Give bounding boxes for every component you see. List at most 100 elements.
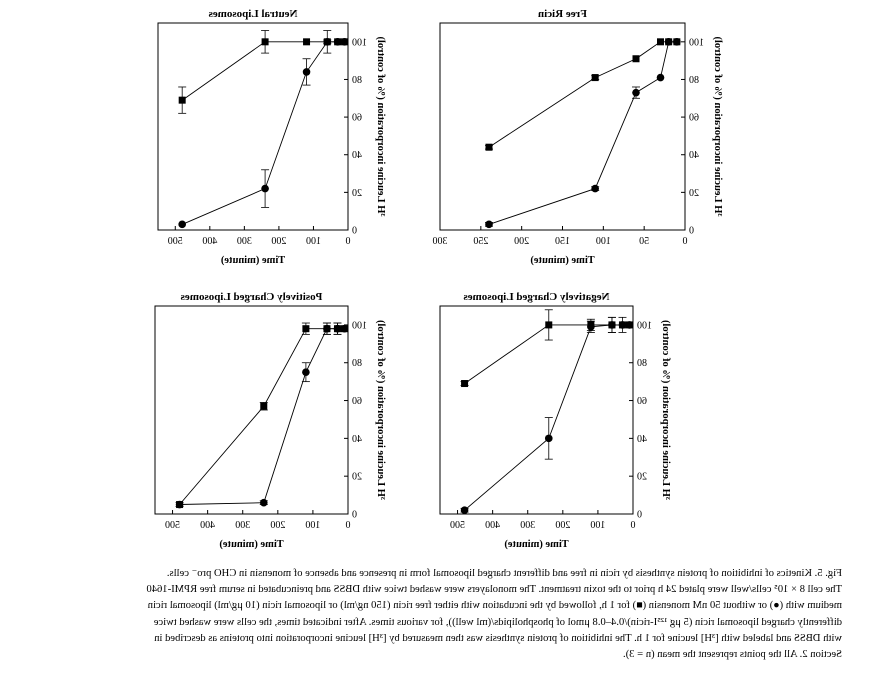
circle-point [591, 184, 599, 193]
circle-point [302, 368, 310, 376]
x-tick-label: 100 [596, 236, 611, 247]
x-axis-label: Time (minute) [530, 255, 595, 266]
circle-point [178, 220, 186, 229]
series-line [464, 324, 630, 384]
x-tick-label: 300 [235, 520, 250, 531]
caption-line: Fig. 5. Kinetics of inhibition of protei… [166, 568, 842, 579]
square-point [261, 38, 269, 46]
x-tick-label: 100 [306, 236, 321, 247]
circle-point [664, 38, 673, 46]
chart-title: Neutral Liposomes [208, 8, 298, 20]
y-tick-label: 20 [352, 472, 362, 483]
square-point [591, 74, 599, 82]
x-axis-label: Time (minute) [504, 539, 569, 550]
figure-caption: Fig. 5. Kinetics of inhibition of protei… [22, 566, 842, 663]
circle-point [340, 38, 349, 46]
x-tick-label: 200 [555, 520, 570, 531]
chart-panel: Neutral Liposomes 0 100 200 300 400 500 0 20 40 60… [157, 8, 386, 266]
square-point [178, 96, 186, 104]
y-tick-label: 0 [352, 226, 357, 237]
x-tick-label: 500 [450, 520, 465, 531]
x-tick-label: 0 [346, 520, 351, 531]
square-point [303, 38, 311, 46]
square-point [632, 55, 640, 63]
y-tick-label: 20 [689, 188, 699, 199]
x-tick-label: 250 [473, 236, 488, 247]
y-tick-label: 100 [689, 37, 704, 48]
circle-point [323, 38, 332, 46]
circle-point [673, 38, 681, 46]
plot-frame [157, 22, 349, 231]
circle-point [302, 68, 311, 76]
circle-point [587, 323, 595, 331]
x-tick-label: 0 [631, 520, 636, 531]
y-tick-label: 20 [352, 188, 362, 199]
chart-panel: Negatively Charged Liposomes010020030040… [439, 291, 671, 550]
y-tick-label: 60 [352, 113, 362, 124]
y-tick-label: 80 [689, 75, 699, 86]
x-tick-label: 0 [683, 236, 688, 247]
x-tick-label: 500 [168, 236, 183, 247]
y-tick-label: 80 [637, 358, 647, 369]
y-tick-label: 40 [352, 150, 362, 161]
caption-line: with DBSS and labeled with [³H] leucine … [154, 632, 842, 644]
plot-frame [154, 305, 349, 515]
series-line [488, 41, 677, 148]
x-tick-label: 300 [237, 236, 252, 247]
x-tick-label: 500 [165, 520, 180, 531]
series-line [179, 328, 345, 505]
series-line [179, 328, 345, 505]
circle-point [259, 498, 268, 507]
y-tick-label: 100 [637, 320, 652, 331]
y-tick-label: 80 [352, 358, 362, 369]
caption-line: medium with (●) or without 50 nM monensi… [147, 600, 842, 612]
circle-point [340, 324, 349, 333]
x-axis-label: Time (minute) [220, 255, 285, 266]
y-tick-label: 40 [352, 434, 362, 445]
y-tick-label: 0 [637, 510, 642, 521]
x-tick-label: 200 [514, 236, 529, 247]
chart-title: Free Ricin [538, 8, 587, 20]
y-tick-label: 40 [637, 434, 647, 445]
circle-point [625, 321, 634, 329]
circle-point [333, 324, 342, 333]
x-tick-label: 150 [555, 236, 570, 247]
caption-line: The cell 8 × 10⁵ cells/well were plated … [146, 584, 842, 596]
caption-line: Section 2. All the points represent the … [623, 649, 842, 661]
y-tick-label: 0 [689, 226, 694, 237]
y-tick-label: 20 [637, 472, 647, 483]
y-axis-label: ³H Leucine incorporation (% of control) [375, 36, 386, 216]
y-tick-label: 80 [352, 75, 362, 86]
circle-point [632, 88, 640, 97]
plot-frame [439, 305, 634, 515]
x-axis-label: Time (minute) [219, 539, 284, 550]
square-point [485, 143, 493, 151]
x-tick-label: 400 [202, 236, 217, 247]
y-tick-label: 60 [689, 113, 699, 124]
x-tick-label: 400 [485, 520, 500, 531]
circle-point [608, 321, 616, 329]
series-line [182, 41, 345, 225]
series-line [488, 41, 677, 225]
x-tick-label: 200 [270, 520, 285, 531]
circle-point [323, 324, 331, 333]
y-tick-label: 0 [352, 510, 357, 521]
y-axis-label: ³H Leucine incorporation (% of control) [712, 36, 723, 216]
x-tick-label: 100 [305, 520, 320, 531]
x-tick-label: 300 [433, 236, 448, 247]
chart-panel: Positively Charged Liposomes010020030040… [154, 291, 386, 550]
x-tick-label: 200 [271, 236, 286, 247]
square-point [302, 325, 310, 333]
caption-line: differently charged liposomal ricin (5 μ… [153, 616, 842, 628]
x-tick-label: 400 [200, 520, 215, 531]
x-tick-label: 50 [639, 236, 649, 247]
plot-frame [439, 22, 686, 231]
square-point [657, 38, 664, 46]
circle-point [175, 500, 184, 509]
y-tick-label: 60 [352, 396, 362, 407]
y-axis-label: ³H Leucine incorporation (% of control) [660, 320, 671, 500]
circle-point [460, 506, 469, 515]
y-tick-label: 100 [352, 37, 367, 48]
y-tick-label: 40 [689, 150, 699, 161]
circle-point [656, 73, 665, 82]
